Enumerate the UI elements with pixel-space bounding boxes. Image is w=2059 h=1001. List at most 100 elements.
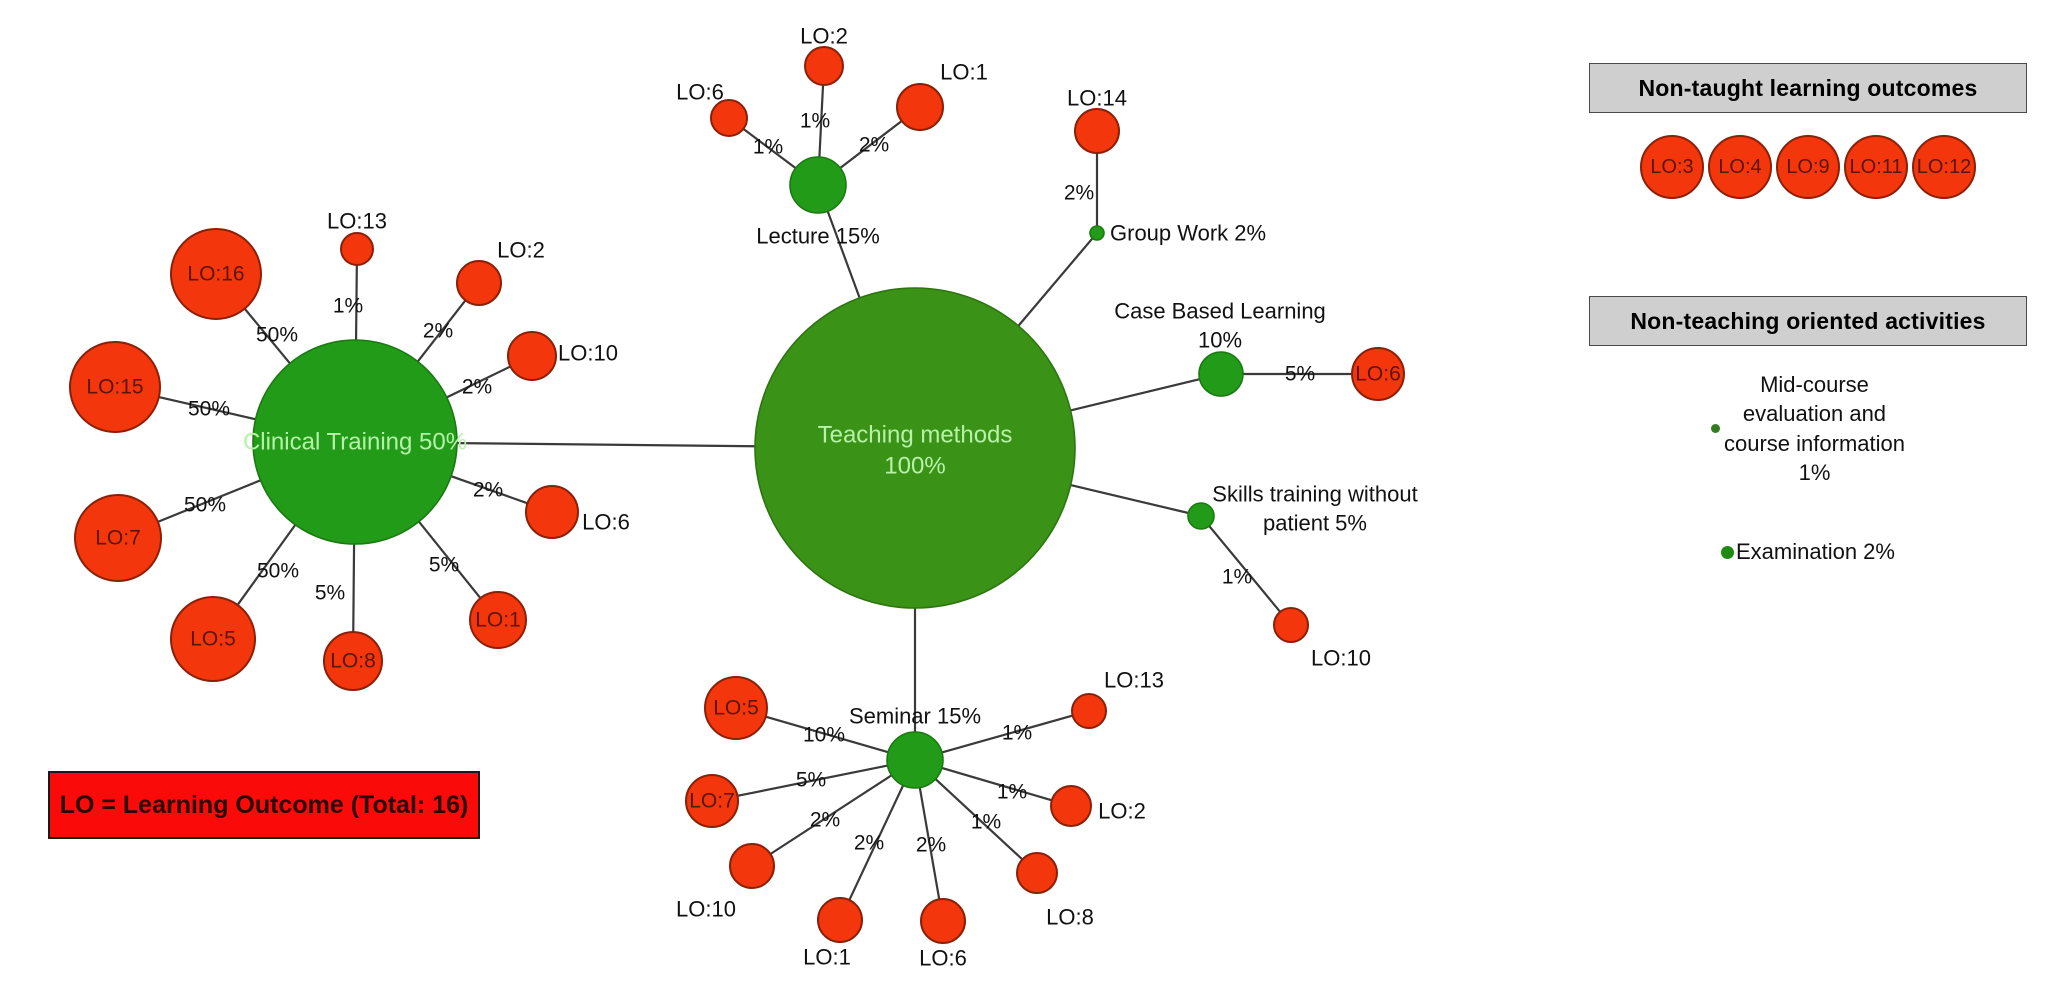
learning-outcome-label: LO:2 (1098, 799, 1146, 824)
learning-outcome-label: LO:10 (558, 341, 618, 366)
activity-text-line: course information (1724, 430, 1905, 456)
learning-outcome-label: LO:10 (676, 897, 736, 922)
learning-outcome-label: LO:2 (800, 24, 848, 49)
learning-outcome-label: LO:6 (1355, 363, 1401, 386)
learning-outcome-node[interactable] (804, 46, 844, 86)
edge-hub-to-method (1070, 483, 1189, 515)
edge-layer (157, 84, 1352, 901)
non-taught-outcome-chip: LO:9 (1776, 135, 1840, 199)
learning-outcome-label: LO:1 (475, 609, 521, 632)
edge-percentage-label: 50% (256, 324, 298, 347)
learning-outcome-node[interactable] (1074, 108, 1120, 154)
edge-method-to-outcome (354, 264, 358, 341)
edge-method-to-outcome (839, 120, 903, 169)
learning-outcome-label: LO:8 (1046, 905, 1094, 930)
legend-box: LO = Learning Outcome (Total: 16) (48, 771, 480, 839)
learning-outcome-node[interactable] (704, 676, 768, 740)
panel-non-taught-learning-outcomes: Non-taught learning outcomes LO:3 LO:4 LO:… (1589, 63, 2027, 199)
edge-method-to-outcome (157, 479, 261, 523)
edge-method-to-outcome (818, 84, 825, 158)
bullet-dot-icon (1711, 424, 1720, 433)
edge-hub-to-method (1070, 378, 1200, 412)
teaching-method-label: Lecture 15% (756, 224, 880, 249)
panel-non-taught-title: Non-taught learning outcomes (1589, 63, 2027, 113)
learning-outcome-node[interactable] (896, 83, 944, 131)
learning-outcome-node[interactable] (1071, 693, 1107, 729)
teaching-method-node[interactable] (252, 339, 458, 545)
edge-percentage-label: 5% (796, 769, 826, 792)
teaching-method-node[interactable] (1089, 225, 1105, 241)
teaching-method-node[interactable] (1198, 351, 1244, 397)
learning-outcome-node[interactable] (1050, 785, 1092, 827)
learning-outcome-label: LO:10 (1311, 646, 1371, 671)
edge-percentage-label: 1% (333, 295, 363, 318)
learning-outcome-node[interactable] (74, 494, 162, 582)
learning-outcome-label: LO:8 (330, 650, 376, 673)
learning-outcome-node[interactable] (323, 631, 383, 691)
learning-outcome-label: LO:6 (582, 510, 630, 535)
learning-outcome-label: LO:5 (713, 697, 759, 720)
learning-outcome-node[interactable] (729, 843, 775, 889)
edge-percentage-label: 50% (184, 494, 226, 517)
edge-percentage-label: 2% (1064, 182, 1094, 205)
edge-method-to-outcome (941, 766, 1053, 802)
learning-outcome-label: LO:13 (1104, 668, 1164, 693)
label-layer: LO:13 1% LO:2 2% LO:10 2% LO:6 2% LO:1 5% LO:8 5% LO… (86, 24, 1417, 971)
edge-method-to-outcome (941, 714, 1073, 754)
edge-percentage-label: 5% (315, 582, 345, 605)
edge-percentage-label: 5% (1285, 363, 1315, 386)
learning-outcome-label: LO:15 (86, 376, 143, 399)
teaching-method-node[interactable] (789, 156, 847, 214)
teaching-method-label: Clinical Training 50% (243, 429, 467, 456)
edge-method-to-outcome (742, 127, 797, 170)
panel-non-teaching-activities: Non-teaching oriented activities Mid-cou… (1589, 296, 2027, 565)
edge-method-to-outcome (1208, 525, 1282, 613)
learning-outcome-node[interactable] (469, 591, 527, 649)
learning-outcome-node[interactable] (710, 99, 748, 137)
hub-label-line1: Teaching methods (818, 422, 1013, 449)
edge-percentage-label: 1% (753, 136, 783, 159)
hub-label-line2: 100% (884, 453, 945, 480)
edge-percentage-label: 1% (800, 110, 830, 133)
activity-mid-course-text: Mid-course evaluation and course informati… (1724, 370, 1905, 487)
learning-outcome-node[interactable] (525, 485, 579, 539)
teaching-method-label: Seminar 15% (849, 704, 981, 729)
teaching-methods-hub-node[interactable] (754, 287, 1076, 609)
teaching-method-node[interactable] (1187, 502, 1215, 530)
edge-method-to-outcome (158, 395, 256, 421)
non-taught-chip-row: LO:3 LO:4 LO:9 LO:11 LO:12 (1589, 135, 2027, 199)
edge-percentage-label: 10% (803, 724, 845, 747)
non-taught-outcome-chip: LO:12 (1912, 135, 1976, 199)
edge-hub-to-method (456, 441, 756, 448)
learning-outcome-node[interactable] (1273, 607, 1309, 643)
learning-outcome-label: LO:1 (803, 945, 851, 970)
learning-outcome-node[interactable] (170, 596, 256, 682)
edge-percentage-label: 2% (854, 832, 884, 855)
edge-method-to-outcome (934, 778, 1024, 861)
edge-percentage-label: 2% (473, 479, 503, 502)
node-layer (69, 46, 1405, 944)
learning-outcome-label: LO:6 (676, 80, 724, 105)
learning-outcome-node[interactable] (1016, 852, 1058, 894)
learning-outcome-node[interactable] (340, 232, 374, 266)
legend-text: LO = Learning Outcome (Total: 16) (59, 790, 469, 819)
learning-outcome-node[interactable] (507, 331, 557, 381)
non-taught-outcome-chip: LO:4 (1708, 135, 1772, 199)
teaching-method-label-line1: Case Based Learning (1114, 299, 1326, 324)
learning-outcome-label: LO:2 (497, 238, 545, 263)
edge-percentage-label: 1% (1002, 722, 1032, 745)
teaching-method-label: Group Work 2% (1110, 221, 1266, 246)
edge-percentage-label: 50% (188, 398, 230, 421)
learning-outcome-label: LO:16 (187, 263, 244, 286)
learning-outcome-node[interactable] (456, 260, 502, 306)
learning-outcome-node[interactable] (920, 898, 966, 944)
learning-outcome-node[interactable] (685, 774, 739, 828)
learning-outcome-node[interactable] (1351, 347, 1405, 401)
learning-outcome-node[interactable] (69, 341, 161, 433)
teaching-method-node[interactable] (886, 731, 944, 789)
learning-outcome-node[interactable] (817, 897, 863, 943)
edge-method-to-outcome (236, 524, 297, 606)
edge-method-to-outcome (848, 784, 905, 901)
edge-percentage-label: 2% (916, 834, 946, 857)
learning-outcome-node[interactable] (170, 228, 262, 320)
